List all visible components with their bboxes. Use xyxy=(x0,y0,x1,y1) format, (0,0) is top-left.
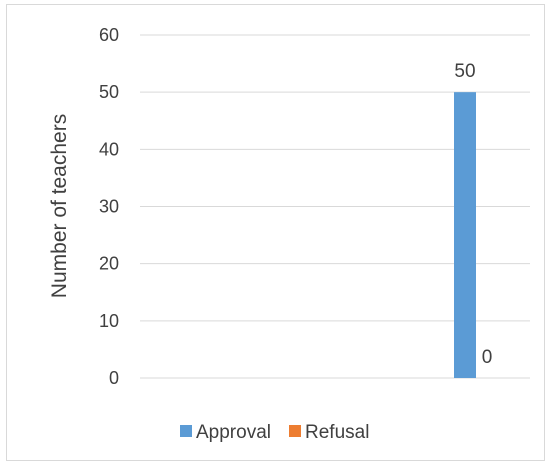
legend-swatch-refusal xyxy=(289,425,301,437)
data-label-approval: 50 xyxy=(454,61,475,82)
y-tick-label: 10 xyxy=(99,311,119,331)
y-tick-label: 30 xyxy=(99,197,119,217)
y-tick-label: 50 xyxy=(99,82,119,102)
data-label-refusal: 0 xyxy=(482,347,493,368)
legend-label-approval: Approval xyxy=(196,422,271,443)
y-tick-label: 60 xyxy=(99,25,119,45)
y-tick-label: 20 xyxy=(99,254,119,274)
legend-swatch-approval xyxy=(180,425,192,437)
legend-label-refusal: Refusal xyxy=(305,422,369,443)
y-tick-label: 0 xyxy=(109,368,119,388)
legend: Approval Refusal xyxy=(180,422,369,443)
data-labels: 50 0 xyxy=(454,61,492,368)
bar-approval xyxy=(454,92,476,379)
y-tick-label: 40 xyxy=(99,139,119,159)
y-axis-title: Number of teachers xyxy=(48,114,71,298)
bars xyxy=(454,92,476,379)
y-tick-labels: 0 10 20 30 40 50 60 xyxy=(99,25,119,388)
